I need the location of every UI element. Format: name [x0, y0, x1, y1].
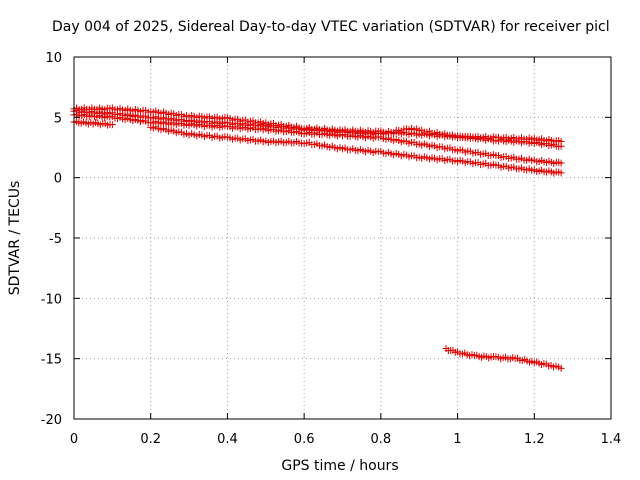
x-tick-label: 0.6: [294, 432, 315, 447]
x-tick-label: 0.8: [371, 432, 392, 447]
y-tick-label: 10: [45, 51, 62, 66]
data-point: [557, 142, 565, 150]
y-axis-label: SDTVAR / TECUs: [7, 181, 23, 296]
x-tick-label: 0.4: [217, 432, 238, 447]
y-tick-label: 0: [54, 172, 62, 187]
series-sat-c: [70, 117, 116, 129]
x-tick-label: 0: [70, 432, 78, 447]
data-point: [557, 364, 565, 372]
series-sat-e: [147, 123, 565, 177]
x-tick-label: 1: [453, 432, 461, 447]
data-point: [557, 169, 565, 177]
data-point: [557, 159, 565, 167]
y-tick-label: -15: [41, 353, 62, 368]
chart-title: Day 004 of 2025, Sidereal Day-to-day VTE…: [52, 19, 610, 35]
x-axis-ticks: 0 0.2 0.4 0.6 0.8 1 1.2 1.4: [70, 57, 621, 447]
grid: [74, 57, 611, 419]
y-tick-label: -5: [49, 232, 62, 247]
y-axis-ticks: 10 5 0 -5 -10 -15 -20: [41, 51, 611, 428]
y-tick-label: 5: [54, 111, 62, 126]
data-point: [108, 121, 116, 129]
y-tick-label: -20: [41, 413, 62, 428]
x-tick-label: 1.4: [601, 432, 622, 447]
y-tick-label: -10: [41, 292, 62, 307]
x-tick-label: 1.2: [524, 432, 545, 447]
x-tick-label: 0.2: [140, 432, 161, 447]
x-axis-label: GPS time / hours: [281, 458, 398, 474]
data-points: [70, 104, 565, 372]
series-sat-f: [442, 345, 565, 372]
series-sat-d: [70, 110, 565, 167]
